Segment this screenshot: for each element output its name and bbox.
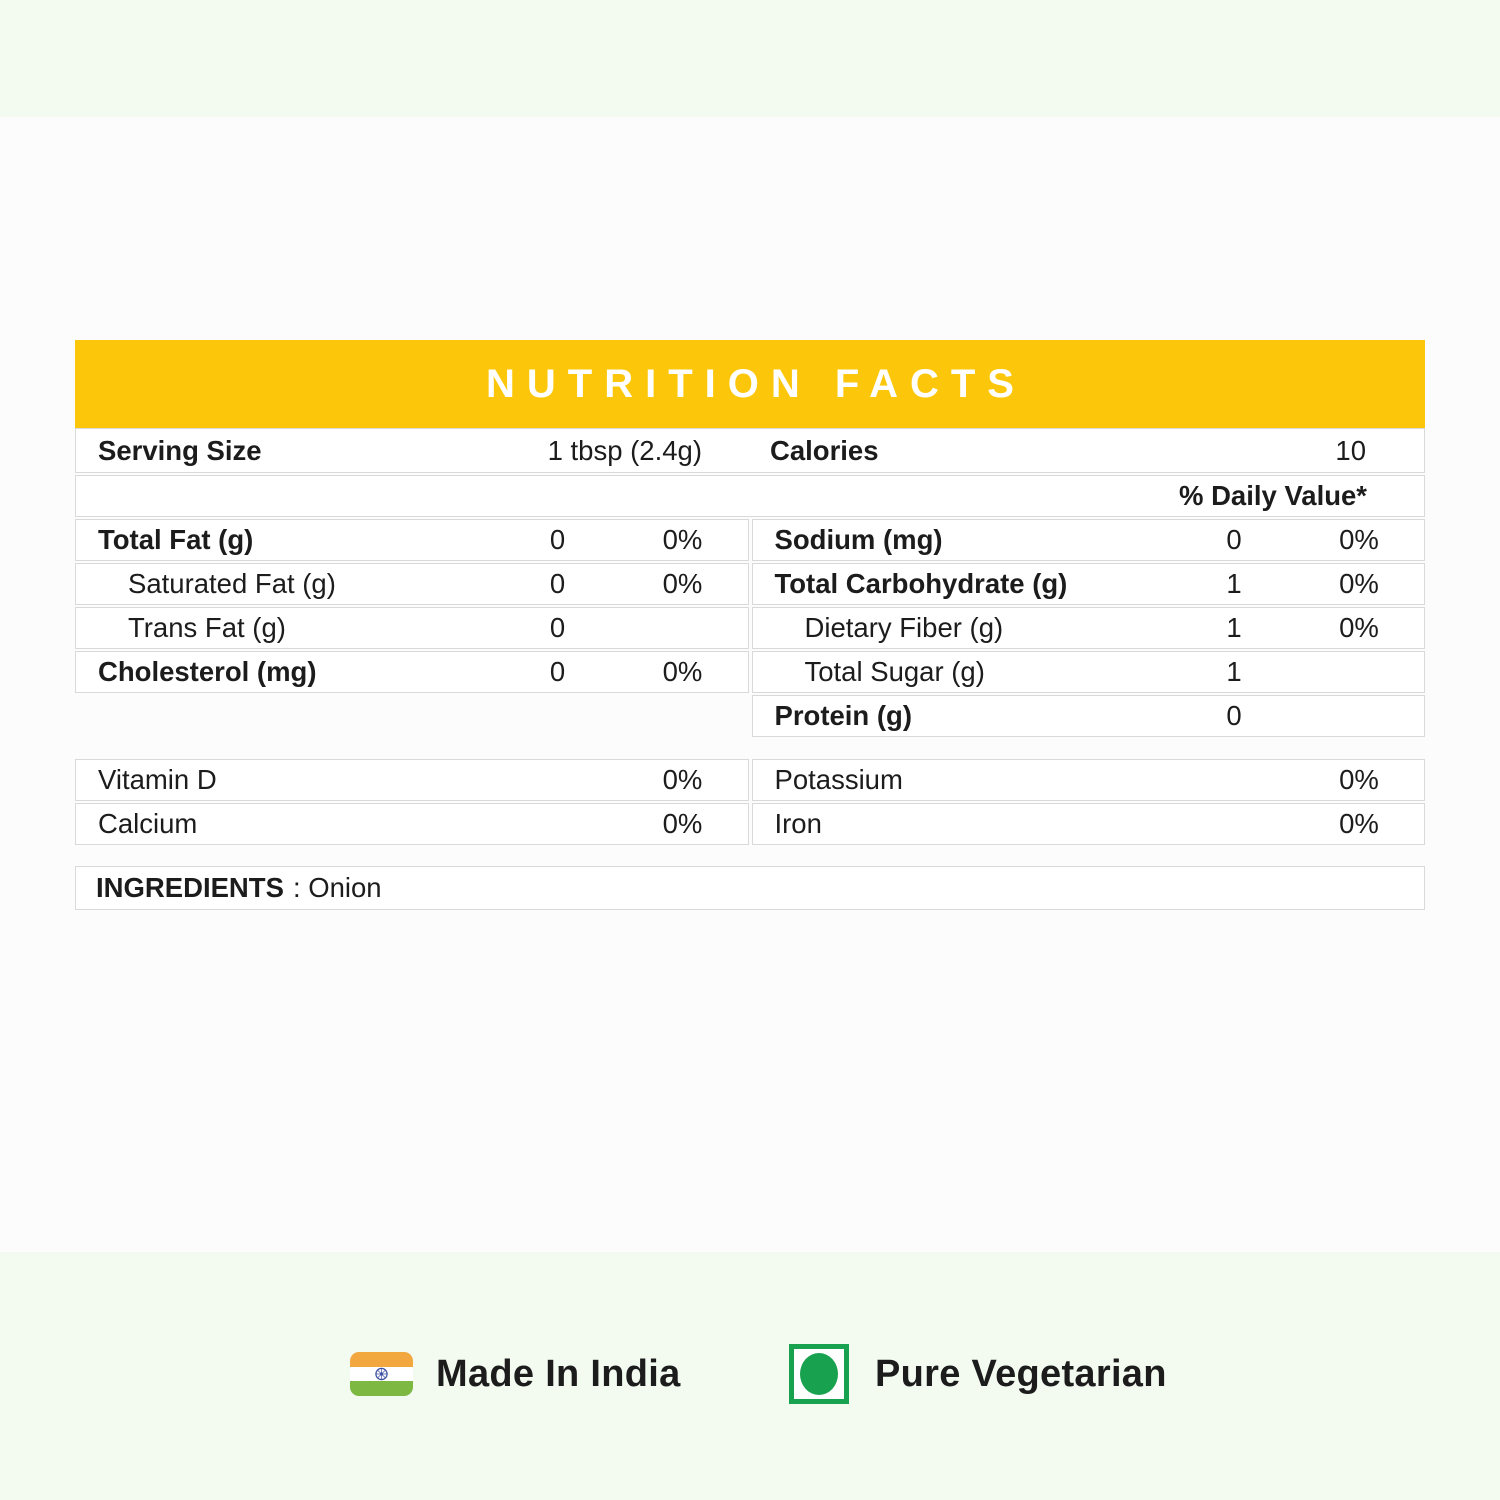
micronutrients-table: Vitamin D 0% Calcium 0% Potassium 0% Iro… — [75, 759, 1425, 845]
nutrient-amount: 1 — [1226, 612, 1242, 643]
nutrient-row-protein: Protein (g) 0 — [751, 695, 1425, 737]
nutrient-row-total-fat: Total Fat (g) 0 0% — [75, 519, 749, 561]
micronutrient-row-iron: Iron 0% — [751, 803, 1425, 845]
nutrient-daily-value: 0% — [662, 524, 703, 555]
micronutrient-row-calcium: Calcium 0% — [75, 803, 749, 845]
nutrient-amount: 0 — [1226, 700, 1242, 731]
nutrient-daily-value: 0% — [662, 568, 703, 599]
made-in-india-label: Made In India — [436, 1352, 681, 1395]
nutrient-amount: 0 — [1226, 524, 1242, 555]
india-flag-icon — [350, 1352, 413, 1396]
nutrient-label: Trans Fat (g) — [128, 612, 286, 643]
nutrient-amount: 0 — [549, 568, 566, 599]
ingredients-value: : Onion — [292, 872, 382, 903]
nutrient-amount: 0 — [549, 524, 566, 555]
nutrient-label: Total Fat (g) — [98, 524, 254, 555]
nutrient-daily-value: 0% — [1339, 612, 1379, 643]
nutrient-daily-value: 0% — [662, 656, 703, 687]
nutrient-row-saturated-fat: Saturated Fat (g) 0 0% — [75, 563, 749, 605]
background-bottom-band — [0, 1252, 1500, 1500]
micronutrient-daily-value: 0% — [662, 808, 703, 839]
ingredients-label: INGREDIENTS — [96, 872, 284, 903]
micronutrient-column-right: Potassium 0% Iron 0% — [751, 759, 1425, 845]
nutrition-table: Serving Size 1 tbsp (2.4g) Calories 10 %… — [75, 428, 1425, 737]
nutrient-column-right: Sodium (mg) 0 0% Total Carbohydrate (g) … — [751, 519, 1425, 737]
micronutrient-label: Vitamin D — [98, 764, 217, 795]
nutrient-label: Cholesterol (mg) — [98, 656, 317, 687]
serving-size-value: 1 tbsp (2.4g) — [547, 434, 702, 466]
nutrition-facts-header: NUTRITION FACTS — [75, 340, 1425, 428]
micronutrient-daily-value: 0% — [662, 764, 703, 795]
micronutrient-row-potassium: Potassium 0% — [751, 759, 1425, 801]
nutrient-row-trans-fat: Trans Fat (g) 0 — [75, 607, 749, 649]
nutrient-row-total-sugar: Total Sugar (g) 1 — [751, 651, 1425, 693]
nutrient-label: Total Sugar (g) — [804, 656, 985, 687]
calories-cell: Calories 10 — [750, 429, 1424, 472]
micronutrient-label: Calcium — [98, 808, 198, 839]
nutrient-label: Total Carbohydrate (g) — [774, 568, 1068, 599]
veg-mark-icon — [789, 1344, 849, 1404]
nutrient-daily-value: 0% — [1339, 568, 1379, 599]
nutrition-facts-panel: NUTRITION FACTS Serving Size 1 tbsp (2.4… — [75, 340, 1425, 910]
calories-value: 10 — [1335, 434, 1366, 466]
serving-size-label: Serving Size — [98, 434, 262, 466]
nutrient-amount: 1 — [1226, 568, 1242, 599]
nutrient-amount: 1 — [1226, 656, 1242, 687]
nutrient-label: Sodium (mg) — [774, 524, 943, 555]
nutrient-column-left: Total Fat (g) 0 0% Saturated Fat (g) 0 0… — [75, 519, 749, 737]
pure-vegetarian-label: Pure Vegetarian — [875, 1352, 1167, 1395]
serving-calories-row: Serving Size 1 tbsp (2.4g) Calories 10 — [75, 428, 1425, 473]
micronutrient-column-left: Vitamin D 0% Calcium 0% — [75, 759, 749, 845]
nutrient-label: Saturated Fat (g) — [128, 568, 336, 599]
daily-value-note: % Daily Value* — [1178, 480, 1367, 511]
nutrient-row-cholesterol: Cholesterol (mg) 0 0% — [75, 651, 749, 693]
nutrient-amount: 0 — [549, 612, 566, 643]
nutrient-row-sodium: Sodium (mg) 0 0% — [751, 519, 1425, 561]
calories-label: Calories — [770, 434, 879, 466]
nutrient-label: Dietary Fiber (g) — [804, 612, 1004, 643]
micronutrient-row-vitamin-d: Vitamin D 0% — [75, 759, 749, 801]
micronutrient-label: Iron — [774, 808, 822, 839]
serving-size-cell: Serving Size 1 tbsp (2.4g) — [76, 429, 750, 472]
pure-vegetarian-badge: Pure Vegetarian — [789, 1344, 1167, 1404]
nutrient-label: Protein (g) — [774, 700, 913, 731]
nutrition-facts-title: NUTRITION FACTS — [486, 361, 1026, 406]
made-in-india-badge: Made In India — [350, 1344, 681, 1404]
micronutrient-label: Potassium — [774, 764, 903, 795]
nutrient-grid: Total Fat (g) 0 0% Saturated Fat (g) 0 0… — [75, 519, 1425, 737]
ingredients-row: INGREDIENTS : Onion — [75, 866, 1425, 910]
nutrient-row-total-carbohydrate: Total Carbohydrate (g) 1 0% — [751, 563, 1425, 605]
nutrient-row-dietary-fiber: Dietary Fiber (g) 1 0% — [751, 607, 1425, 649]
background-top-band — [0, 0, 1500, 117]
nutrient-amount: 0 — [549, 656, 566, 687]
daily-value-header-row: % Daily Value* — [75, 475, 1425, 517]
micronutrient-daily-value: 0% — [1339, 808, 1379, 839]
nutrient-daily-value: 0% — [1339, 524, 1379, 555]
micronutrient-daily-value: 0% — [1339, 764, 1379, 795]
